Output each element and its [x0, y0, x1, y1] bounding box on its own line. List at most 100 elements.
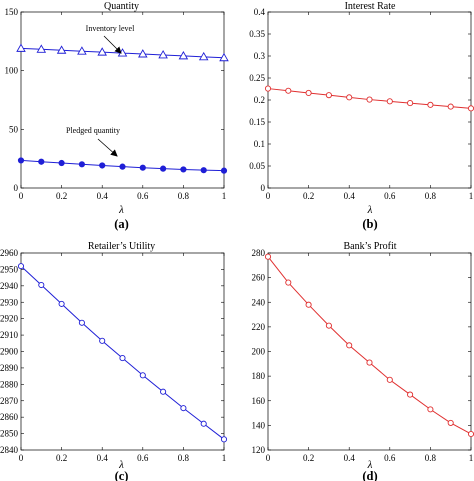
- panel-a-series-1-point: [99, 162, 106, 169]
- panel-d-ytick-label: 160: [252, 396, 266, 406]
- panel-d-xtick-label: 0.2: [303, 453, 314, 463]
- panel-a-series-0-point: [138, 49, 148, 58]
- panel-a-series-1-point: [58, 159, 65, 167]
- panel-c-series-0-point: [139, 372, 146, 379]
- panel-b-xtick-label: 0.8: [425, 191, 437, 201]
- panel-d-ytick-label: 200: [252, 347, 266, 357]
- panel-a-series-1-point: [180, 166, 187, 173]
- panel-c-ytick-label: 2860: [0, 412, 19, 422]
- panel-c-xtick-label: 0.2: [56, 453, 67, 463]
- panel-b-xlabel: λ: [367, 204, 373, 216]
- panel-c-ytick-label: 2930: [0, 297, 19, 307]
- panel-d-xtick-label: 0.4: [344, 453, 356, 463]
- panel-a-series-0-point: [198, 51, 209, 61]
- panel-b-label: (b): [362, 217, 377, 231]
- panel-d-series-0-point: [325, 322, 332, 329]
- panel-d-xtick-label: 0.8: [425, 453, 437, 463]
- panel-a-xlabel: λ: [118, 204, 124, 216]
- panel-a-series-0-point: [158, 50, 168, 59]
- panel-c-ytick-label: 2880: [0, 379, 19, 389]
- panel-d-ytick-label: 140: [252, 420, 266, 430]
- panel-b-series-0-point: [407, 100, 414, 107]
- panel-d-xlabel: λ: [367, 459, 373, 471]
- panel-a-series-0-point: [36, 44, 47, 53]
- panel-c-xtick-label: 0.8: [178, 453, 190, 463]
- panel-d-ytick-label: 260: [252, 273, 266, 283]
- panel-c-series-0-point: [200, 420, 207, 427]
- panel-a-xtick-label: 0.8: [178, 191, 190, 201]
- panel-d-axes: [267, 252, 472, 451]
- panel-a-xtick-label: 0.2: [56, 191, 67, 201]
- panel-c-ytick-label: 2960: [0, 248, 19, 258]
- panel-b-ytick-label: 0.15: [249, 117, 265, 127]
- panel-b-series-0-point: [325, 92, 332, 99]
- panel-d-series-0-point: [467, 430, 474, 438]
- panel-d-xtick-label: 0: [266, 453, 271, 463]
- panel-b-series-0-point: [386, 98, 393, 105]
- panel-a-xtick-label: 0: [19, 191, 24, 201]
- panel-d-series-0-line: [267, 256, 472, 435]
- panel-d-series-0-point: [305, 301, 312, 308]
- panel-b-series-0-point: [305, 89, 312, 97]
- panel-b: Interest Rate 0 0.2 0.4 0.6 0.8 1 0 0.05 0.1 0.15…: [249, 1, 474, 231]
- panel-a-ytick-label: 100: [5, 66, 19, 76]
- panel-c-xtick-label: 0: [19, 453, 24, 463]
- panel-a-series-0-point: [77, 46, 87, 55]
- annotation-inventory-level: Inventory level: [86, 24, 135, 33]
- panel-c-series-0-point: [119, 355, 126, 362]
- panel-c-xlabel: λ: [118, 459, 124, 471]
- panel-a-series-1-point: [200, 167, 207, 174]
- panel-c-ytick-label: 2890: [0, 363, 19, 373]
- panel-a-ytick-label: 150: [5, 7, 19, 17]
- panel-d-ytick-label: 280: [252, 248, 266, 258]
- panel-a-series-0-point: [178, 50, 189, 60]
- panel-d-ytick-label: 180: [252, 371, 266, 381]
- panel-c-ytick-label: 2920: [0, 314, 19, 324]
- panel-a-series-1-point: [139, 164, 146, 171]
- panel-a-series-0-point: [219, 52, 229, 62]
- panel-a-series-1-point: [17, 157, 25, 164]
- annotation-arrow-inventory: [103, 35, 122, 54]
- panel-b-series-0-point: [264, 85, 272, 92]
- panel-c-xtick-label: 0.4: [97, 453, 109, 463]
- panel-d-label: (d): [362, 469, 377, 481]
- panel-a-series-0-point: [56, 45, 67, 54]
- annotation-arrow-pledged: [97, 138, 118, 157]
- panel-c-ytick-label: 2870: [0, 396, 19, 406]
- panel-a-series: [16, 43, 229, 174]
- panel-b-xtick-label: 0.4: [344, 191, 356, 201]
- panel-b-series-0-point: [346, 94, 353, 101]
- panel-a-axes: [20, 11, 225, 189]
- panel-d-ytick-label: 220: [252, 322, 266, 332]
- panel-a-xtick-label: 0.6: [137, 191, 149, 201]
- panel-c-series-0-point: [78, 319, 85, 326]
- panel-c-ytick-label: 2840: [0, 445, 19, 455]
- panel-a-xtick-label: 0.4: [97, 191, 109, 201]
- panel-b-xtick-label: 0.6: [384, 191, 396, 201]
- panel-d-title: Bank’s Profit: [343, 241, 396, 252]
- panel-a-series-1-point: [78, 161, 86, 168]
- panel-c-ytick-label: 2850: [0, 429, 19, 439]
- panel-c-title: Retailer’s Utility: [88, 241, 155, 252]
- panel-b-series-0-point: [285, 87, 292, 94]
- panel-d-xtick-label: 1: [469, 453, 474, 463]
- panel-a-ytick-label: 0: [14, 183, 19, 193]
- panel-b-xtick-label: 1: [469, 191, 474, 201]
- panel-c-label: (c): [115, 469, 129, 481]
- panel-d-series-0-point: [285, 279, 292, 286]
- panel-c-series: [17, 263, 228, 443]
- panel-a-series-1-point: [119, 163, 126, 170]
- panel-a-series-0-point: [16, 43, 26, 52]
- panel-d-ytick-label: 120: [252, 445, 266, 455]
- panel-d-xtick-label: 0.6: [384, 453, 396, 463]
- panel-b-series-0-point: [366, 96, 373, 103]
- panel-c-axes: [20, 252, 225, 451]
- panel-a-ytick-label: 50: [9, 124, 19, 134]
- panel-a-series-1-point: [220, 167, 228, 174]
- panel-d-series-0-point: [366, 359, 373, 366]
- panel-b-ytick-label: 0.25: [249, 73, 265, 83]
- panel-c-xtick-label: 1: [222, 453, 227, 463]
- panel-b-series-0-point: [427, 101, 434, 108]
- panel-c-series-0-point: [17, 263, 25, 270]
- panel-b-xtick-label: 0.2: [303, 191, 314, 201]
